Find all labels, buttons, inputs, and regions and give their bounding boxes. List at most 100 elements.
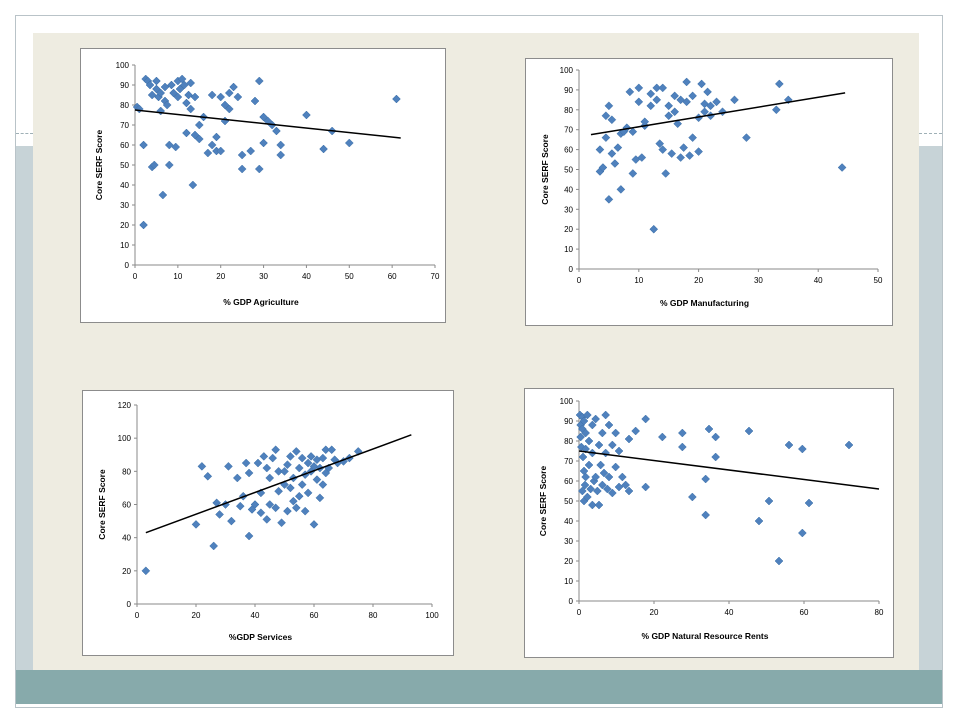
data-point (291, 447, 301, 456)
data-point (616, 185, 626, 194)
x-tick-label: 10 (634, 276, 643, 285)
x-tick-label: 40 (814, 276, 823, 285)
data-point (237, 150, 247, 160)
y-tick-label: 20 (120, 221, 129, 230)
data-point (139, 220, 148, 230)
data-point (631, 426, 641, 436)
y-tick-label: 70 (564, 126, 573, 135)
data-point (596, 460, 606, 470)
data-point (604, 420, 614, 430)
data-point (167, 80, 176, 90)
data-point (604, 101, 614, 111)
data-point (149, 160, 159, 170)
data-point (250, 500, 260, 509)
data-point (184, 90, 193, 100)
data-point (220, 116, 230, 126)
y-tick-label: 50 (564, 497, 573, 506)
data-point (141, 566, 151, 576)
data-point (599, 468, 609, 478)
data-point (797, 444, 807, 454)
y-tick-label: 80 (564, 106, 573, 115)
data-point (754, 516, 764, 526)
y-tick-label: 20 (122, 567, 131, 576)
data-point (701, 474, 711, 484)
data-point (687, 492, 697, 502)
data-points (132, 74, 401, 230)
data-point (164, 160, 174, 170)
y-tick-label: 30 (564, 537, 573, 546)
data-point (182, 128, 191, 138)
x-tick-label: 0 (135, 611, 140, 620)
data-point (711, 432, 721, 442)
data-point (604, 472, 614, 482)
data-point (667, 149, 677, 158)
x-tick-label: 70 (431, 272, 440, 281)
data-point (682, 97, 691, 107)
data-point (617, 472, 627, 482)
data-point (156, 106, 166, 116)
data-point (712, 97, 721, 107)
data-point (652, 83, 662, 93)
data-point (207, 140, 217, 150)
data-point (237, 164, 247, 174)
data-point (171, 142, 181, 152)
y-tick-label: 120 (118, 401, 132, 410)
y-tick-label: 50 (120, 161, 129, 170)
y-tick-label: 90 (564, 417, 573, 426)
trendline (578, 450, 880, 490)
data-point (685, 151, 694, 160)
data-point (294, 463, 304, 473)
data-point (229, 82, 238, 92)
data-point (582, 410, 592, 420)
data-point (598, 163, 608, 172)
data-point (244, 531, 254, 541)
data-point (259, 138, 268, 148)
data-point (679, 143, 689, 152)
data-point (235, 501, 245, 511)
data-point (182, 98, 191, 108)
data-point (601, 448, 611, 458)
x-axis-title: % GDP Manufacturing (660, 298, 749, 308)
data-point (164, 140, 174, 150)
data-point (652, 95, 662, 105)
data-point (188, 180, 198, 190)
data-point (682, 77, 691, 87)
data-point (392, 94, 401, 104)
x-tick-label: 50 (874, 276, 883, 285)
data-point (327, 445, 337, 455)
x-tick-label: 80 (875, 608, 884, 617)
data-point (294, 491, 304, 501)
data-point (594, 500, 604, 510)
data-point (283, 460, 292, 470)
data-point (274, 466, 283, 476)
data-point (597, 480, 607, 490)
data-point (607, 440, 617, 450)
data-point (291, 503, 301, 513)
data-point (272, 126, 281, 136)
data-point (319, 144, 328, 154)
chart-natural-resource-rents: 0 10 20 30 40 50 60 70 80 90 100 0 20 40 60 80 % GDP Nat… (524, 388, 894, 658)
chart-agriculture: 0 10 20 30 40 50 60 70 80 90 100 0 10 20 30 40 50 60 70 % G… (80, 48, 446, 323)
data-point (578, 452, 588, 462)
data-point (265, 500, 275, 509)
data-point (344, 138, 354, 148)
y-tick-label: 100 (560, 66, 574, 75)
data-point (797, 528, 807, 538)
data-point (246, 146, 256, 156)
data-point (677, 442, 687, 452)
y-tick-label: 70 (120, 121, 129, 130)
data-point (197, 462, 207, 471)
trendline (590, 92, 846, 136)
data-point (191, 520, 201, 529)
chart-services-plot: 0 20 40 60 80 100 120 0 20 40 60 80 100 %GDP Services… (97, 401, 439, 642)
x-tick-label: 80 (369, 611, 378, 620)
data-point (233, 92, 243, 102)
data-point (614, 446, 624, 456)
data-point (286, 452, 295, 461)
data-point (194, 134, 204, 144)
data-point (697, 79, 706, 89)
data-point (274, 486, 283, 496)
data-point (658, 83, 668, 93)
data-point (227, 516, 236, 526)
data-point (804, 498, 814, 508)
